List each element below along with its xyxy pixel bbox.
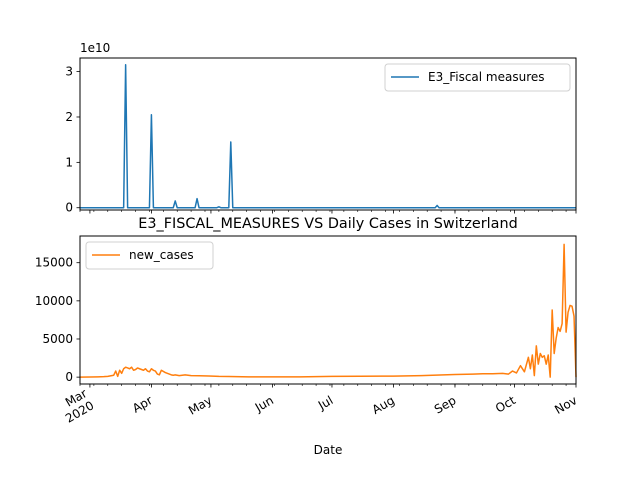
y-tick-label: 0 <box>65 201 73 215</box>
legend-box <box>85 241 214 270</box>
fiscal-plot-frame <box>79 57 577 211</box>
y-tick-label: 10000 <box>35 294 73 308</box>
legend-label-cases: new_cases <box>129 248 194 262</box>
x-axis-label: Date <box>314 443 343 457</box>
y-tick-label: 0 <box>65 370 73 384</box>
fiscal-measures-panel: 0 1 2 3 1e10 E3_Fiscal measures <box>65 41 577 215</box>
fiscal-legend: E3_Fiscal measures <box>384 63 571 92</box>
y-offset-label: 1e10 <box>80 41 110 55</box>
y-tick-label: 1 <box>65 155 73 169</box>
y-tick-label: 3 <box>65 65 73 79</box>
cases-legend: new_cases <box>85 241 214 270</box>
legend-box <box>384 63 571 92</box>
chart-title: E3_FISCAL_MEASURES VS Daily Cases in Swi… <box>138 216 518 232</box>
x-tick-label: Jul <box>315 393 335 413</box>
new-cases-line <box>79 243 577 378</box>
y-tick-label: 15000 <box>35 256 73 270</box>
fiscal-measures-line <box>80 64 576 209</box>
y-tick-label: 2 <box>65 110 73 124</box>
legend-label-fiscal: E3_Fiscal measures <box>428 70 545 84</box>
y-tick-label: 5000 <box>42 332 73 346</box>
cases-plot-frame <box>79 235 577 385</box>
